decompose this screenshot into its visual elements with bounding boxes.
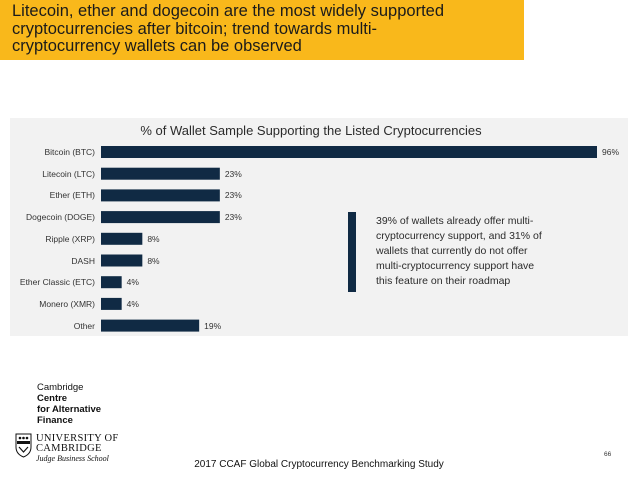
footer-citation: 2017 CCAF Global Cryptocurrency Benchmar… <box>194 459 444 470</box>
value-label: 19% <box>204 320 222 331</box>
callout-line: this feature on their roadmap <box>376 275 511 287</box>
category-label: Monero (XMR) <box>39 298 95 309</box>
category-label: Ether Classic (ETC) <box>19 277 95 288</box>
category-label: DASH <box>71 255 95 266</box>
headline-banner: Litecoin, ether and dogecoin are the mos… <box>0 0 524 60</box>
callout-line: cryptocurrency support, and 31% of <box>376 230 542 242</box>
bar-bitcoin-btc <box>101 146 597 158</box>
headline-line-1: Litecoin, ether and dogecoin are the mos… <box>12 2 445 20</box>
university-logo-line: Judge Business School <box>36 454 109 463</box>
university-logo-line: CAMBRIDGE <box>36 443 102 454</box>
page-number: 66 <box>604 451 612 458</box>
value-label: 8% <box>147 255 160 266</box>
ccaf-logo: Cambridge Centre for Alternative Finance <box>37 382 101 426</box>
university-logo: UNIVERSITY OF CAMBRIDGE Judge Business S… <box>36 433 119 464</box>
ccaf-logo-line: Centre <box>37 393 68 404</box>
callout-line: multi-cryptocurrency support have <box>376 260 535 272</box>
university-crest-icon <box>15 433 32 458</box>
headline-line-2: cryptocurrencies after bitcoin; trend to… <box>12 19 377 38</box>
callout-line: wallets that currently do not offer <box>376 245 528 257</box>
ccaf-logo-line: Cambridge <box>37 382 84 393</box>
university-logo-line: UNIVERSITY OF <box>36 433 119 444</box>
ccaf-logo-line: for Alternative <box>37 404 102 415</box>
value-label: 96% <box>602 147 620 157</box>
category-label: Litecoin (LTC) <box>42 168 95 179</box>
bar-dash <box>101 254 143 267</box>
category-label: Other <box>73 320 95 331</box>
headline-line-3: cryptocurrency wallets can be observed <box>12 37 302 55</box>
bar-litecoin-ltc <box>101 167 220 180</box>
ccaf-logo-line: Finance <box>37 415 73 426</box>
value-label: 23% <box>224 190 242 201</box>
bar-ether-classic-etc <box>101 276 122 289</box>
callout-text: 39% of wallets already offer multi- cryp… <box>376 214 596 289</box>
bar-ripple-xrp <box>101 232 143 245</box>
value-label: 23% <box>224 212 242 223</box>
value-label: 23% <box>224 168 242 179</box>
value-label: 4% <box>126 277 139 288</box>
category-label: Bitcoin (BTC) <box>44 147 95 157</box>
category-label: Dogecoin (DOGE) <box>26 212 95 223</box>
bar-monero-xmr <box>101 297 122 310</box>
bar-dogecoin-doge <box>101 211 220 224</box>
bar-other <box>101 319 200 332</box>
value-label: 8% <box>147 233 160 244</box>
value-label: 4% <box>126 298 139 309</box>
callout-accent-bar <box>348 212 356 292</box>
bar-ether-eth <box>101 189 220 202</box>
category-label: Ripple (XRP) <box>45 233 95 244</box>
callout-line: 39% of wallets already offer multi- <box>376 215 534 227</box>
category-label: Ether (ETH) <box>49 190 95 201</box>
chart-title: % of Wallet Sample Supporting the Listed… <box>140 123 482 138</box>
